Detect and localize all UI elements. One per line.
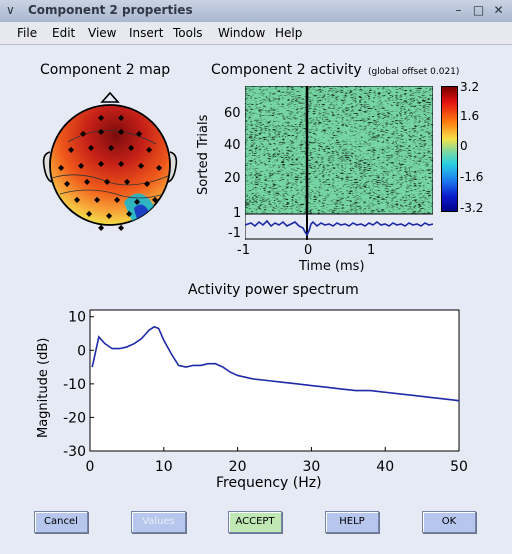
menu-help[interactable]: Help — [275, 26, 303, 40]
svg-text:◆: ◆ — [118, 159, 125, 168]
svg-text:◆: ◆ — [108, 143, 115, 152]
colorbar — [441, 86, 458, 212]
erp-xtick-0: 0 — [304, 243, 313, 258]
y-tick-label: 10 — [68, 310, 86, 326]
erp-ytick-40: 40 — [224, 138, 241, 153]
svg-text:◆: ◆ — [118, 127, 125, 136]
minimize-icon[interactable]: – — [455, 3, 462, 17]
x-tick-label: 10 — [155, 459, 173, 475]
svg-text:◆: ◆ — [118, 113, 125, 122]
svg-text:◆: ◆ — [78, 161, 85, 170]
ok-button[interactable]: OK — [422, 511, 476, 533]
svg-text:◆: ◆ — [94, 195, 101, 204]
menu-file[interactable]: File — [17, 26, 38, 40]
menu-insert[interactable]: Insert — [129, 26, 164, 40]
accept-button[interactable]: ACCEPT — [228, 511, 282, 533]
menu-edit[interactable]: Edit — [52, 26, 76, 40]
electrode-markers: ◆ ◆ ◆ ◆ ◆ ◆ ◆ ◆ ◆ ◆ ◆ ◆ ◆ ◆ ◆ ◆ ◆ ◆ ◆ ◆ ◆ ◆ ◆ ◆ ◆ ◆ ◆ ◆ ◆ ◆ ◆ ◆ — [58, 113, 163, 232]
svg-text:◆: ◆ — [98, 223, 105, 232]
menu-window[interactable]: Window — [218, 26, 266, 40]
colorbar-tick-3-2: 3.2 — [460, 80, 480, 94]
erp-xtick-minus1: -1 — [237, 243, 250, 258]
svg-text:◆: ◆ — [88, 143, 95, 152]
maximize-icon[interactable]: □ — [472, 3, 485, 17]
svg-text:◆: ◆ — [114, 195, 121, 204]
svg-text:◆: ◆ — [80, 129, 87, 138]
erp-ytick-60: 60 — [224, 106, 241, 121]
x-tick-label: 40 — [376, 459, 394, 475]
svg-text:◆: ◆ — [146, 145, 153, 154]
spectrum-plot-area — [89, 309, 460, 452]
x-tick-label: 30 — [302, 459, 320, 475]
y-tick-label: -30 — [63, 444, 86, 460]
y-tick-label: -20 — [63, 410, 86, 426]
nose-outline — [100, 91, 120, 103]
svg-text:◆: ◆ — [126, 209, 133, 218]
svg-text:◆: ◆ — [136, 129, 143, 138]
svg-text:◆: ◆ — [68, 145, 75, 154]
svg-text:◆: ◆ — [84, 177, 91, 186]
close-icon[interactable]: ✕ — [493, 3, 504, 17]
erp-trace-tick-minus1: -1 — [228, 226, 241, 241]
values-button[interactable]: Values — [131, 511, 186, 533]
colorbar-tick-minus1-6: -1.6 — [460, 170, 484, 184]
svg-text:◆: ◆ — [98, 113, 105, 122]
spectrum-title: Activity power spectrum — [188, 282, 359, 298]
map-title: Component 2 map — [40, 62, 171, 78]
svg-text:◆: ◆ — [86, 209, 93, 218]
svg-text:◆: ◆ — [58, 163, 65, 172]
colorbar-tick-1-6: 1.6 — [460, 109, 480, 123]
svg-text:◆: ◆ — [118, 223, 125, 232]
cancel-button[interactable]: Cancel — [34, 511, 88, 533]
svg-text:◆: ◆ — [134, 197, 141, 206]
menu-bar: File Edit View Insert Tools Window Help — [0, 22, 512, 45]
svg-text:◆: ◆ — [128, 143, 135, 152]
activity-xlabel: Time (ms) — [299, 259, 365, 274]
colorbar-tick-minus3-2: -3.2 — [460, 201, 484, 215]
svg-text:◆: ◆ — [124, 177, 131, 186]
erp-ytick-20: 20 — [224, 171, 241, 186]
spectrum-line — [91, 325, 460, 402]
y-tick-label: -10 — [63, 377, 86, 393]
svg-text:◆: ◆ — [98, 159, 105, 168]
menu-tools[interactable]: Tools — [173, 26, 203, 40]
svg-text:◆: ◆ — [144, 179, 151, 188]
svg-text:◆: ◆ — [152, 195, 159, 204]
svg-text:◆: ◆ — [74, 195, 81, 204]
svg-text:◆: ◆ — [138, 161, 145, 170]
scalp-map: ◆ ◆ ◆ ◆ ◆ ◆ ◆ ◆ ◆ ◆ ◆ ◆ ◆ ◆ ◆ ◆ ◆ ◆ ◆ ◆ ◆ ◆ ◆ ◆ ◆ ◆ ◆ ◆ ◆ ◆ ◆ ◆ — [42, 91, 178, 232]
colorbar-tick-0: 0 — [460, 139, 468, 153]
help-button[interactable]: HELP — [325, 511, 379, 533]
y-tick-label: 0 — [77, 343, 86, 359]
svg-text:◆: ◆ — [106, 211, 113, 220]
erp-trace-tick-1: 1 — [233, 206, 242, 221]
window-title: Component 2 properties — [28, 3, 193, 17]
x-tick-label: 50 — [450, 459, 468, 475]
erp-trace — [245, 214, 433, 240]
x-tick-label: 20 — [229, 459, 247, 475]
x-tick-label: 0 — [86, 459, 95, 475]
spectrum-xlabel: Frequency (Hz) — [216, 475, 322, 491]
activity-title: Component 2 activity — [211, 62, 362, 78]
activity-offset: (global offset 0.021) — [368, 67, 460, 77]
erp-xtick-1: 1 — [367, 243, 376, 258]
svg-text:◆: ◆ — [64, 179, 71, 188]
svg-text:◆: ◆ — [98, 127, 105, 136]
erp-image — [245, 86, 433, 214]
chevron-down-icon[interactable]: ∨ — [6, 3, 15, 17]
svg-text:◆: ◆ — [156, 163, 163, 172]
svg-text:◆: ◆ — [104, 177, 111, 186]
menu-view[interactable]: View — [88, 26, 117, 40]
title-bar: ∨ Component 2 properties – □ ✕ — [0, 0, 512, 23]
